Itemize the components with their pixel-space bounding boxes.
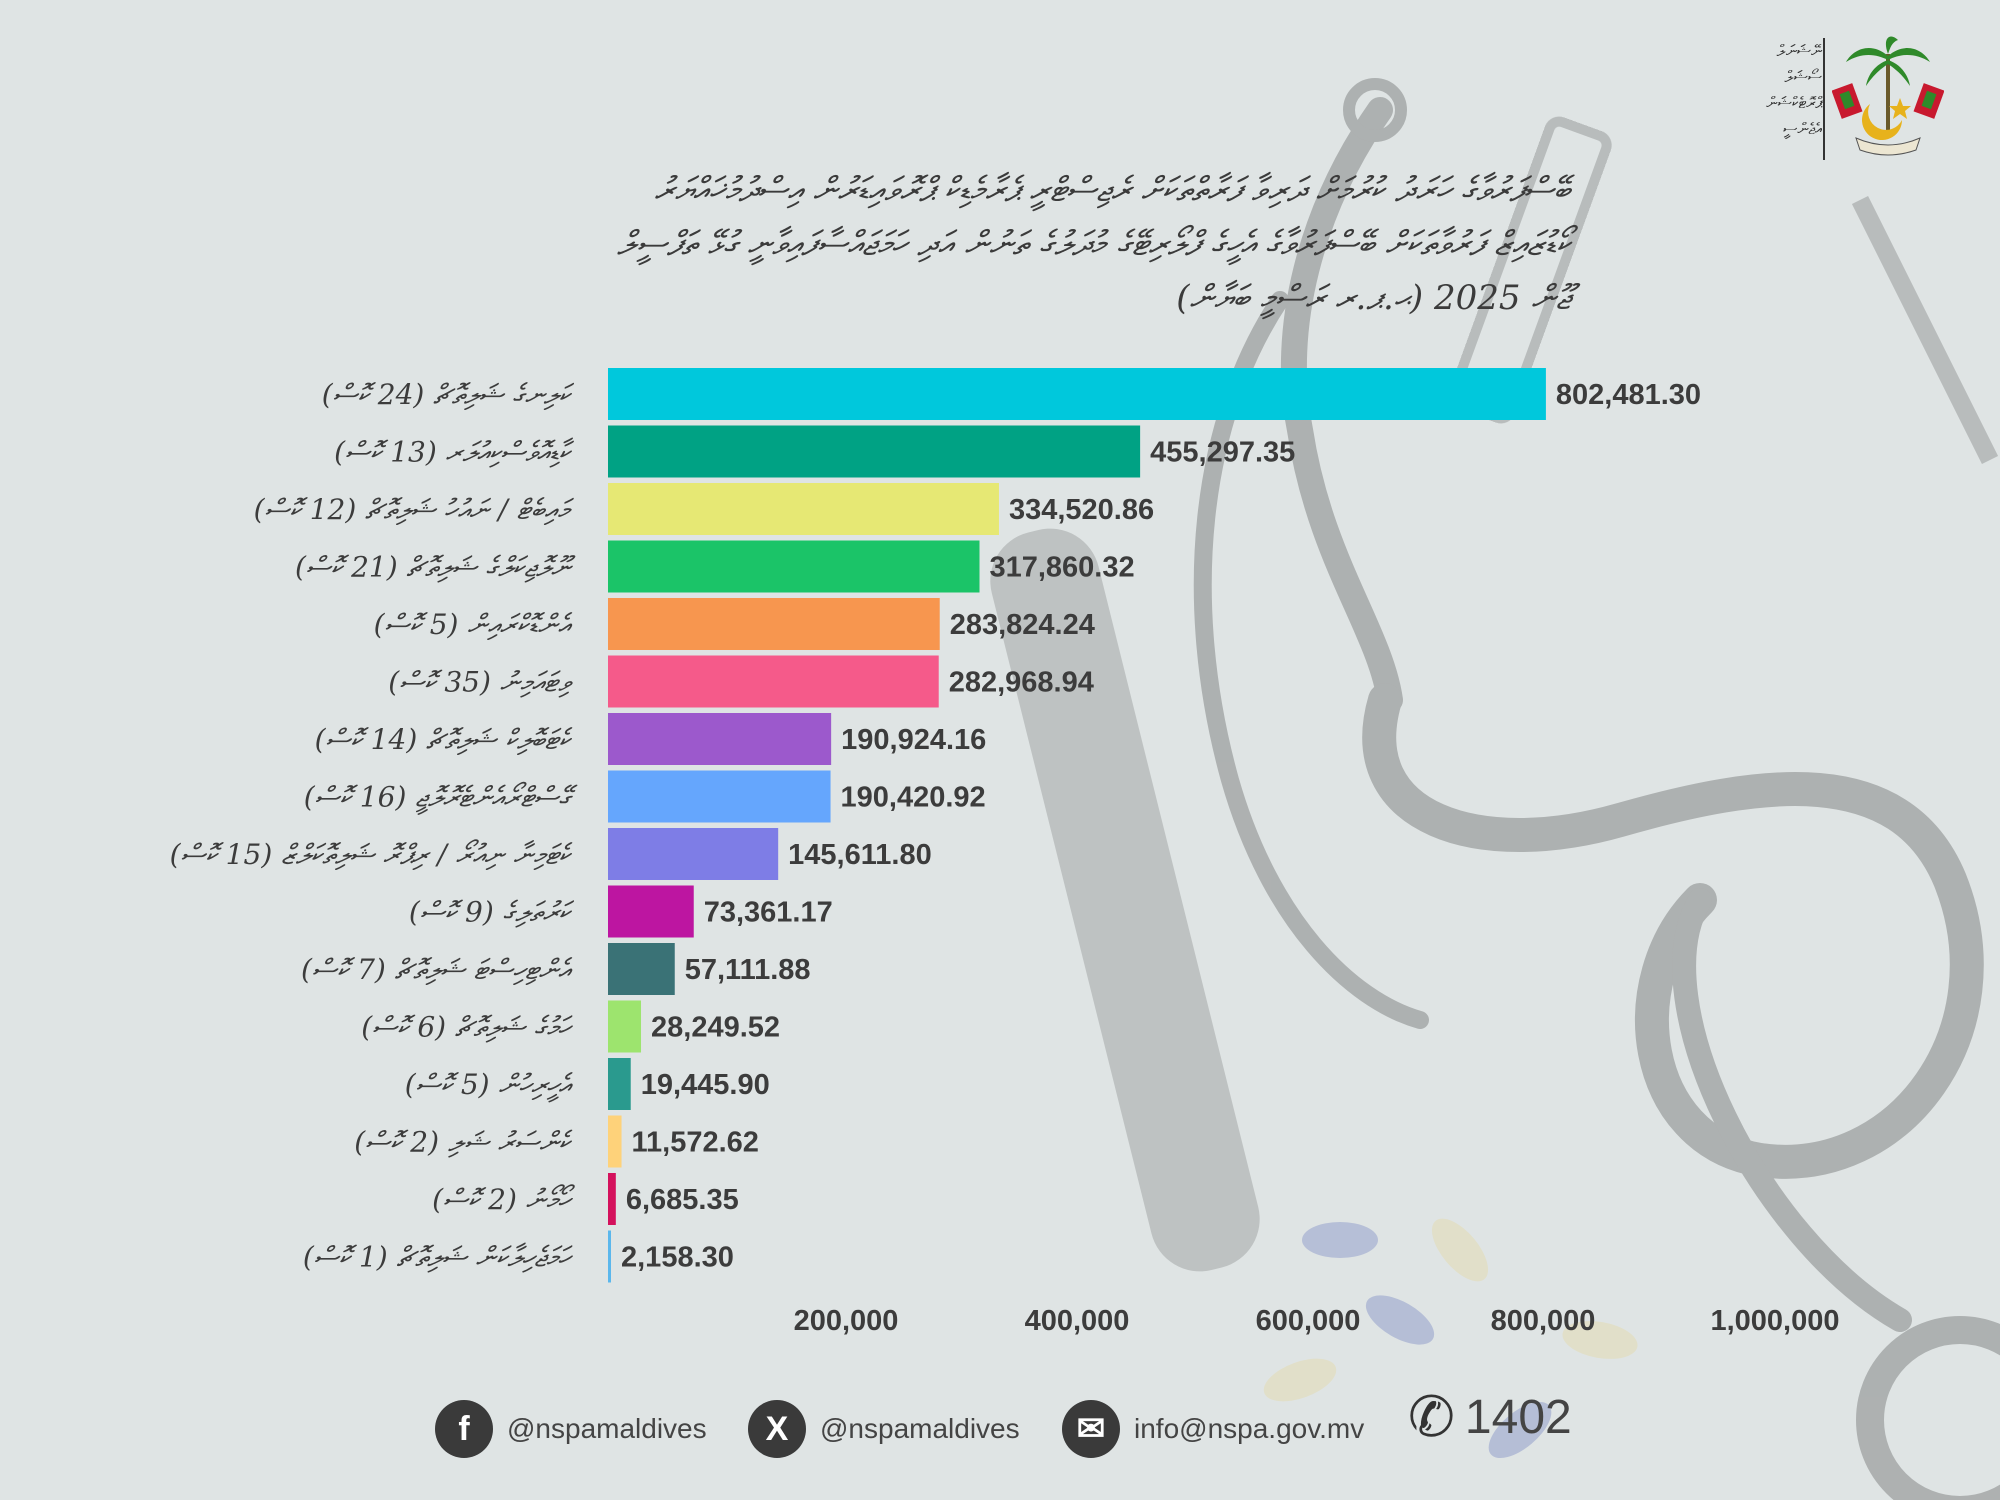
bar-value-label: 145,611.80 bbox=[788, 839, 932, 871]
bar-value-label: 190,924.16 bbox=[841, 724, 986, 756]
bar bbox=[608, 540, 980, 593]
ministry-line: ޕްރޮޓެކްޝަން bbox=[1766, 93, 1822, 112]
category-label: ހަމުގެ ޝަލިތޮޗް (6 ކޮސް) bbox=[361, 1011, 573, 1044]
ministry-line: އެޖެންސީ bbox=[1783, 119, 1822, 138]
bar-value-label: 282,968.94 bbox=[949, 667, 1094, 699]
ministry-name: ނޭޝަނަލް ސޯޝަލް ޕްރޮޓެކްޝަން އެޖެންސީ bbox=[1692, 38, 1822, 142]
bar-value-label: 73,361.17 bbox=[704, 897, 833, 929]
bar bbox=[608, 1173, 616, 1225]
category-label: ކަލިނގެ ޝަލިތޮޗް (24 ކޮސް) bbox=[322, 378, 575, 411]
email-contact[interactable]: ✉ info@nspa.gov.mv bbox=[1062, 1400, 1364, 1458]
category-label: ކާޑިއޮވެސްކިއުލަރ (13 ކޮސް) bbox=[334, 436, 575, 469]
bar-value-label: 28,249.52 bbox=[651, 1012, 780, 1044]
ministry-line: ނޭޝަނަލް bbox=[1776, 41, 1822, 60]
phone-number: 1402 bbox=[1464, 1390, 1572, 1444]
bar-value-label: 2,158.30 bbox=[621, 1242, 734, 1274]
email-address: info@nspa.gov.mv bbox=[1134, 1413, 1365, 1444]
ministry-line: ސޯޝަލް bbox=[1784, 67, 1822, 86]
phone-contact[interactable]: ✆ 1402 bbox=[1408, 1384, 1572, 1450]
bar bbox=[608, 1058, 631, 1110]
bar bbox=[608, 828, 779, 880]
category-label: ކެޓަމިނާ ނިއުރޯ / ރިޕްރޮ ޝަލިތޮކަލްޒް (1… bbox=[170, 838, 573, 871]
bar bbox=[608, 598, 940, 650]
bar-value-label: 283,824.24 bbox=[950, 609, 1095, 641]
facebook-icon: f bbox=[435, 1400, 493, 1458]
twitter-handle: @nspamaldives bbox=[820, 1413, 1020, 1444]
bar-value-label: 19,445.90 bbox=[641, 1069, 770, 1101]
bar bbox=[608, 368, 1546, 420]
x-tick-label: 200,000 bbox=[794, 1305, 899, 1337]
x-tick-label: 1,000,000 bbox=[1710, 1305, 1839, 1337]
chart-title-line-1: ބޭސްފަރުވާގެ ހަރަދު ކުރުމަށް ދަރިވާ ފަރާ… bbox=[654, 170, 1570, 210]
bar bbox=[608, 713, 832, 765]
bar-value-label: 334,520.86 bbox=[1009, 494, 1154, 526]
phone-icon: ✆ bbox=[1408, 1385, 1455, 1448]
bar bbox=[608, 943, 675, 995]
bar-value-label: 6,685.35 bbox=[626, 1184, 739, 1216]
logo-divider bbox=[1823, 38, 1825, 160]
category-label: ހޯމޯނު (2 ކޮސް) bbox=[432, 1183, 575, 1216]
twitter-contact[interactable]: X @nspamaldives bbox=[748, 1400, 1020, 1458]
x-tick-label: 600,000 bbox=[1256, 1305, 1361, 1337]
bar bbox=[608, 655, 939, 708]
category-label: ގޭސްޓްރޯއެންޓެރޮލޮޖީ (16 ކޮސް) bbox=[304, 781, 579, 816]
category-label: ކަރުތަލިގެ (9 ކޮސް) bbox=[409, 896, 575, 929]
bar bbox=[608, 425, 1141, 478]
bar-value-label: 57,111.88 bbox=[685, 954, 811, 986]
maldives-emblem-logo bbox=[1832, 36, 1944, 156]
bar-value-label: 190,420.92 bbox=[841, 782, 986, 814]
bar-value-label: 802,481.30 bbox=[1556, 379, 1701, 411]
category-label: ހަމަޖެހިލާކަން ޝަލިތޮޗް (1 ކޮސް) bbox=[303, 1241, 574, 1274]
category-label: އެންޓިހިސްޓަ ޝަލިތޮޗް (7 ކޮސް) bbox=[301, 953, 573, 986]
x-tick-label: 400,000 bbox=[1025, 1305, 1130, 1337]
category-label: ނޫލޮޖިކަލްގެ ޝަލިތޮޗް (21 ކޮސް) bbox=[295, 551, 576, 584]
bar-value-label: 11,572.62 bbox=[632, 1127, 759, 1159]
bar bbox=[608, 1115, 622, 1168]
category-label: ވިޓައަމިނު (35 ކޮސް) bbox=[388, 666, 573, 699]
chart-title-line-3: ޖޫން 2025 (ޙ.ޕ.ރ ރަސްމީ ބަޔާން) bbox=[1176, 278, 1570, 318]
chart-title-line-2: ކޯޑުޒައިޒް ފަރުވާތަކަށް ބޭސްފަރުވާގެ އެހ… bbox=[617, 224, 1570, 264]
category-label: މައިބެޓް / ނައުހު ޝަލިތޮޗް (12 ކޮސް) bbox=[254, 493, 575, 526]
mail-icon: ✉ bbox=[1062, 1400, 1120, 1458]
bar bbox=[608, 885, 694, 938]
bar bbox=[608, 1230, 611, 1283]
category-label: ކެންސަރު ޝަލި (2 ކޮސް) bbox=[354, 1126, 573, 1159]
category-label: ކެޓަބޮލިކް ޝަލިތޮޗް (14 ކޮސް) bbox=[315, 723, 573, 756]
bar bbox=[608, 770, 831, 823]
bar-value-label: 455,297.35 bbox=[1150, 437, 1295, 469]
bar bbox=[608, 1000, 642, 1053]
x-twitter-icon: X bbox=[748, 1400, 806, 1458]
x-tick-label: 800,000 bbox=[1491, 1305, 1596, 1337]
category-label: އެންޑޮކްރައިން (5 ކޮސް) bbox=[374, 608, 573, 641]
bar bbox=[608, 483, 999, 535]
facebook-contact[interactable]: f @nspamaldives bbox=[435, 1400, 707, 1458]
bar-value-label: 317,860.32 bbox=[989, 552, 1134, 584]
facebook-handle: @nspamaldives bbox=[507, 1413, 707, 1444]
category-label: އެހީރިހުން (5 ކޮސް) bbox=[405, 1068, 574, 1103]
